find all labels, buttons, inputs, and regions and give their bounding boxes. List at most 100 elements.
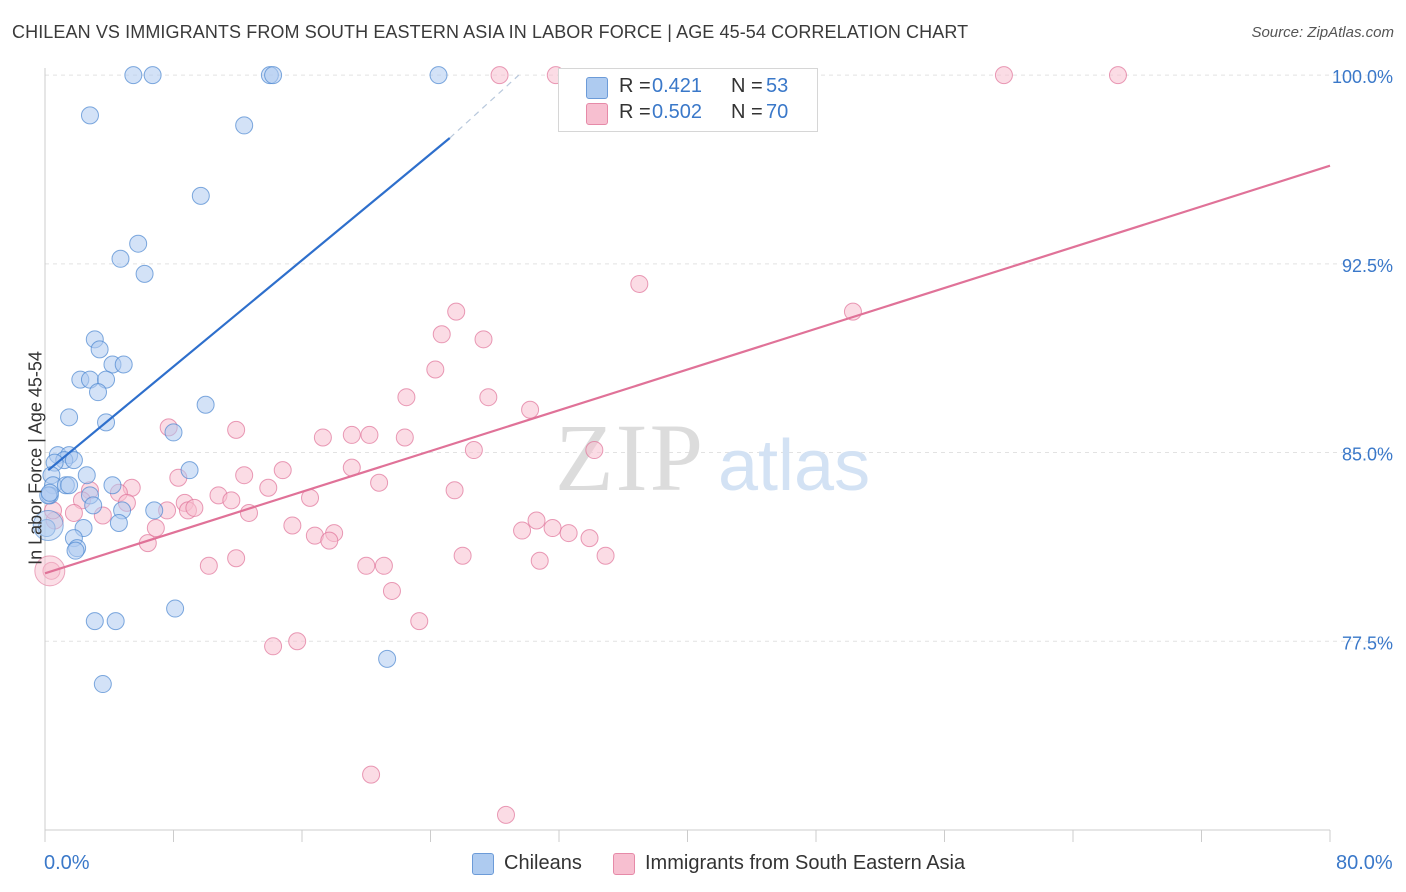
point-chilean (235, 116, 254, 135)
point-immigrant (397, 388, 416, 407)
point-chilean (60, 476, 79, 495)
point-chilean (124, 66, 143, 85)
point-immigrant (264, 637, 283, 656)
legend-n-label: N = (731, 75, 763, 97)
point-chilean (106, 612, 125, 631)
point-immigrant (464, 441, 483, 460)
bottom-legend-label-immigrants: Immigrants from South Eastern Asia (645, 852, 966, 874)
point-immigrant (374, 556, 393, 575)
point-immigrant (146, 519, 165, 538)
point-immigrant (453, 546, 472, 565)
point-immigrant (513, 521, 532, 540)
point-immigrant (259, 478, 278, 497)
legend-r-label: R = (619, 101, 651, 123)
point-immigrant (235, 466, 254, 485)
point-chilean (89, 383, 108, 402)
source-label: Source: ZipAtlas.com (1251, 24, 1394, 41)
point-chilean (429, 66, 448, 85)
point-chilean (145, 501, 164, 520)
point-immigrant (1108, 66, 1127, 85)
point-immigrant (227, 420, 246, 439)
point-immigrant (362, 765, 381, 784)
y-tick-label: 100.0% (1332, 67, 1393, 87)
point-immigrant (496, 805, 515, 824)
point-chilean (111, 249, 130, 268)
legend-r-value-immigrants: 0.502 (652, 101, 703, 123)
point-chilean (114, 355, 133, 374)
point-immigrant (530, 551, 549, 570)
point-immigrant (580, 529, 599, 548)
point-chilean (264, 66, 283, 85)
legend-r-value-chileans: 0.421 (652, 75, 703, 97)
point-immigrant (239, 503, 258, 522)
point-chilean (129, 234, 148, 253)
point-chilean (166, 599, 185, 618)
point-chilean (164, 423, 183, 442)
legend-swatch-immigrants (586, 103, 608, 125)
point-chilean (84, 496, 103, 515)
point-immigrant (432, 325, 451, 344)
point-immigrant (527, 511, 546, 530)
y-tick-label: 92.5% (1342, 256, 1393, 276)
chart-title: CHILEAN VS IMMIGRANTS FROM SOUTH EASTERN… (12, 22, 969, 42)
point-chilean (103, 476, 122, 495)
point-chilean (90, 340, 109, 359)
trendline-immigrant (44, 164, 1331, 575)
point-immigrant (227, 549, 246, 568)
point-immigrant (410, 612, 429, 631)
point-immigrant (64, 503, 83, 522)
legend-n-value-immigrants: 70 (766, 101, 789, 123)
point-immigrant (283, 516, 302, 535)
watermark-atlas: atlas (718, 426, 870, 506)
point-chilean (64, 451, 83, 470)
point-immigrant (313, 428, 332, 447)
point-chilean (191, 186, 210, 205)
point-immigrant (370, 473, 389, 492)
y-axis-label: In Labor Force | Age 45-54 (25, 351, 46, 565)
point-immigrant (342, 425, 361, 444)
point-chilean (77, 466, 96, 485)
point-immigrant (490, 66, 509, 85)
point-immigrant (320, 531, 339, 550)
point-immigrant (543, 519, 562, 538)
point-immigrant (288, 632, 307, 651)
watermark-zip: ZIP (555, 404, 705, 511)
point-immigrant (994, 66, 1013, 85)
point-chilean (97, 370, 116, 389)
point-immigrant (596, 546, 615, 565)
point-immigrant (357, 556, 376, 575)
point-immigrant (445, 481, 464, 500)
legend-n-value-chileans: 53 (766, 75, 789, 97)
point-immigrant (447, 302, 466, 321)
bottom-legend-swatch-chileans (472, 853, 494, 875)
point-immigrant (395, 428, 414, 447)
legend-swatch-chileans (586, 77, 608, 99)
point-chilean (180, 461, 199, 480)
legend-r-label: R = (619, 75, 651, 97)
y-tick-label: 85.0% (1342, 445, 1393, 465)
bottom-legend-label-chileans: Chileans (504, 852, 582, 874)
point-immigrant (630, 274, 649, 293)
point-immigrant (426, 360, 445, 379)
point-immigrant (222, 491, 241, 510)
point-immigrant (585, 441, 604, 460)
point-chilean (109, 514, 128, 533)
x-axis-max-label: 80.0% (1336, 852, 1393, 874)
correlation-legend: R = 0.421 N = 53 R = 0.502 N = 70 (558, 68, 818, 132)
point-chilean-large (32, 510, 64, 542)
point-chilean (143, 66, 162, 85)
point-immigrant (199, 556, 218, 575)
trendline-chilean-extension (449, 74, 520, 139)
point-chilean (40, 483, 59, 502)
point-chilean (135, 264, 154, 283)
point-immigrant (559, 524, 578, 543)
point-immigrant (479, 388, 498, 407)
point-chilean (80, 106, 99, 125)
point-immigrant (273, 461, 292, 480)
point-immigrant (185, 498, 204, 517)
legend-n-label: N = (731, 101, 763, 123)
point-chilean (85, 612, 104, 631)
point-chilean (196, 395, 215, 414)
point-immigrant (382, 581, 401, 600)
